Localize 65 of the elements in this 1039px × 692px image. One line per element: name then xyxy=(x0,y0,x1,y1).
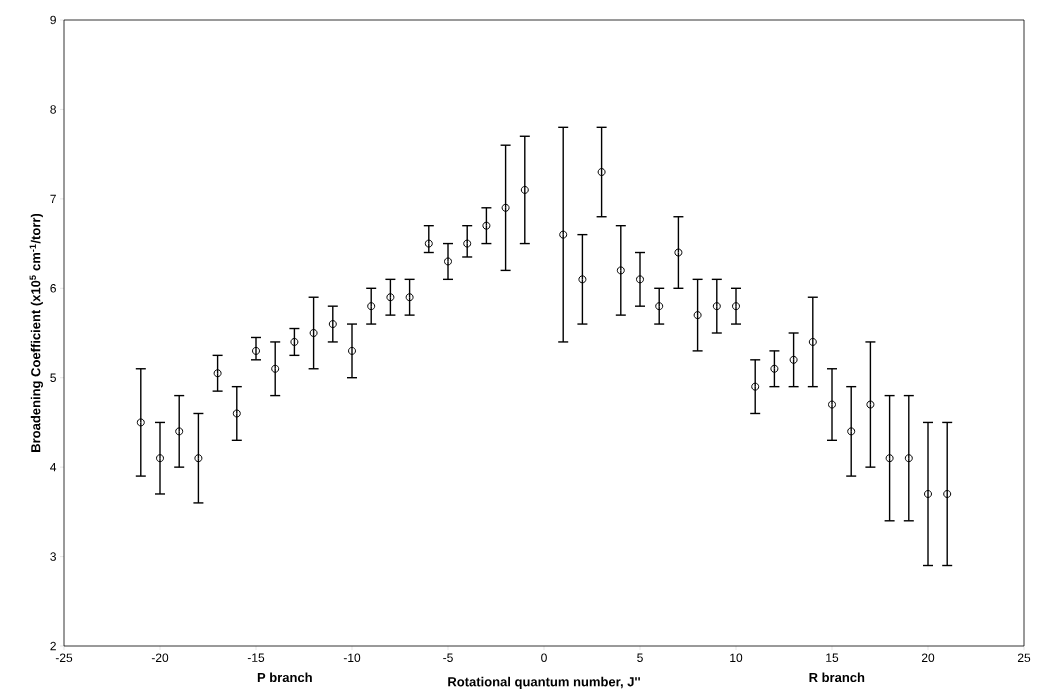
y-tick-label: 5 xyxy=(50,373,56,382)
point xyxy=(367,302,376,311)
x-tick-label: -15 xyxy=(247,653,265,662)
x-tick-label: -20 xyxy=(151,653,169,663)
point xyxy=(405,293,414,302)
x-tick-label: 5 xyxy=(637,653,643,662)
point xyxy=(232,409,241,418)
point xyxy=(252,346,260,355)
text: R branch xyxy=(809,672,865,683)
point xyxy=(424,239,433,248)
point xyxy=(501,203,510,212)
point xyxy=(943,489,952,498)
point xyxy=(751,382,760,391)
point xyxy=(136,418,145,427)
point xyxy=(578,275,587,284)
point xyxy=(770,364,779,373)
point xyxy=(808,337,817,346)
x-tick-label: -25 xyxy=(55,653,73,663)
point xyxy=(194,454,203,463)
point xyxy=(309,329,318,337)
point xyxy=(636,275,644,284)
point xyxy=(866,400,875,409)
x-tick-label: 0 xyxy=(541,653,547,663)
point xyxy=(924,489,932,498)
point xyxy=(444,257,452,266)
y-tick-label: 3 xyxy=(50,552,56,561)
point xyxy=(674,248,683,257)
point xyxy=(348,346,356,355)
point xyxy=(271,364,280,373)
y-tick-label: 4 xyxy=(50,463,57,472)
point xyxy=(904,454,913,463)
x-tick-label: 10 xyxy=(730,653,743,663)
point xyxy=(828,400,836,409)
point xyxy=(156,454,164,463)
point xyxy=(597,168,606,177)
point xyxy=(732,302,740,311)
point xyxy=(463,239,472,248)
point xyxy=(386,293,395,302)
point xyxy=(175,427,184,436)
y-tick-label: 8 xyxy=(50,105,56,114)
point xyxy=(712,302,721,311)
x-tick-label: -5 xyxy=(443,653,453,662)
point xyxy=(655,302,664,311)
point xyxy=(213,369,222,378)
point xyxy=(482,221,491,230)
x-tick-label: 15 xyxy=(826,653,839,662)
y-tick-label: 9 xyxy=(50,15,56,25)
point xyxy=(789,355,798,364)
y-tick-label: 6 xyxy=(50,284,56,293)
point xyxy=(559,230,568,239)
x-axis-title: Rotational quantum number, J'' xyxy=(448,676,640,689)
text: P branch xyxy=(257,672,312,683)
point xyxy=(290,337,299,346)
y-axis-title: Broadening Coefficient (x10$^{5}$ cm$^{-1}$/torr) xyxy=(29,213,43,452)
point xyxy=(885,454,894,463)
x-tick-label: 25 xyxy=(1017,653,1031,663)
x-tick-label: -10 xyxy=(343,653,361,663)
y-tick-label: 7 xyxy=(50,194,56,203)
point xyxy=(328,320,337,329)
point xyxy=(616,266,625,275)
point xyxy=(693,311,702,320)
point xyxy=(847,427,856,436)
x-tick-label: 20 xyxy=(921,653,935,663)
y-tick-label: 2 xyxy=(50,641,56,651)
point xyxy=(520,185,529,194)
